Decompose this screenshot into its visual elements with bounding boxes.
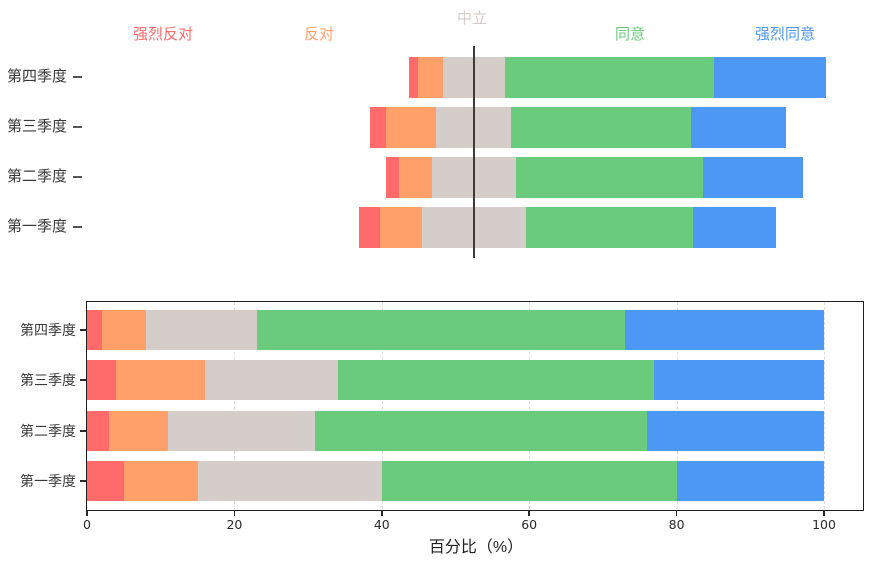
stacked-bar-q1 [87,461,824,501]
segment-q4-strongly-agree [713,56,827,98]
gridline-40 [381,302,383,509]
segment-bottom-q3-strongly-disagree [87,360,117,400]
plot-frame [86,301,864,511]
gridline-80 [676,302,678,509]
xtick-label-20: 20 [226,517,243,532]
diverging-stacked-chart: 强烈反对 反对 中立 同意 强烈同意 第四季度 第三季度 第二季度 第一季度 [0,0,871,280]
xtick-mark-40 [381,510,383,516]
stacked-bar-q2 [87,411,824,451]
xtick-label-80: 80 [668,517,685,532]
segment-q3-disagree [386,106,437,148]
top-ytick-label-q4: 第四季度 [6,68,67,85]
xtick-mark-80 [675,510,678,516]
top-ytick-mark [73,226,82,228]
segment-bottom-q3-strongly-agree [654,360,824,400]
legend-disagree: 反对 [303,26,334,43]
x-axis-title: 百分比（%） [428,539,524,556]
top-ytick-label-q2: 第二季度 [6,168,67,185]
legend-agree: 同意 [614,26,645,43]
bottom-ytick-mark-q3 [80,379,87,381]
segment-q2-disagree [398,156,433,198]
xtick-label-100: 100 [812,517,836,532]
top-ytick-label-q1: 第一季度 [6,218,67,235]
segment-q1-agree [526,206,693,248]
segment-bottom-q3-disagree [116,360,205,400]
segment-q3-strongly-disagree [369,106,387,148]
segment-bottom-q3-agree [337,360,655,400]
top-ytick-label-q3: 第三季度 [6,118,67,135]
neutral-center-line [473,46,475,258]
legend-strongly-disagree: 强烈反对 [132,26,193,43]
segment-bottom-q2-agree [315,411,648,451]
segment-q2-strongly-disagree [386,156,399,198]
gridline-100 [824,302,825,509]
bottom-ytick-mark-q4 [80,329,87,331]
bottom-ytick-mark-q1 [80,480,87,482]
bottom-ytick-label-q3: 第三季度 [20,372,76,388]
segment-bottom-q3-neutral [204,360,338,400]
xtick-label-0: 0 [83,517,91,532]
segment-bottom-q1-neutral [197,461,382,501]
xtick-mark-60 [528,510,530,516]
segment-q1-strongly-agree [692,206,777,248]
segment-bottom-q4-neutral [145,310,257,350]
xtick-mark-20 [233,510,236,516]
segment-q2-agree [515,156,704,198]
gridline-60 [529,302,531,509]
legend-neutral: 中立 [456,10,487,27]
segment-bottom-q2-strongly-disagree [87,411,110,451]
bottom-ytick-label-q2: 第二季度 [20,423,76,439]
segment-q1-disagree [380,206,422,248]
segment-bottom-q1-strongly-disagree [87,461,124,501]
segment-q3-strongly-agree [690,106,787,148]
segment-q2-strongly-agree [703,156,804,198]
segment-bottom-q2-strongly-agree [647,411,824,451]
top-ytick-mark [73,176,82,178]
segment-bottom-q1-strongly-agree [676,461,824,501]
segment-bottom-q4-agree [256,310,625,350]
segment-bottom-q4-strongly-agree [625,310,824,350]
segment-bottom-q2-disagree [109,411,169,451]
segment-q3-agree [511,106,691,148]
segment-bottom-q2-neutral [168,411,316,451]
top-bars-layer [0,0,871,280]
bottom-ytick-mark-q2 [80,430,87,432]
segment-bottom-q1-disagree [123,461,198,501]
xtick-label-60: 60 [521,517,538,532]
diverging-bar-q4 [409,56,827,98]
xtick-label-40: 40 [373,517,390,532]
xtick-mark-100 [823,510,825,516]
stacked-percentage-chart: 第四季度 第三季度 第二季度 第一季度 0 20 40 60 80 100 百分比（%） [0,280,871,566]
segment-bottom-q4-disagree [101,310,146,350]
bottom-ytick-label-q4: 第四季度 [20,322,76,338]
segment-bottom-q4-strongly-disagree [87,310,102,350]
diverging-bar-q3 [369,106,787,148]
segment-q4-strongly-disagree [409,56,418,98]
xtick-mark-0 [86,510,88,516]
segment-q4-agree [505,56,714,98]
stacked-bar-q3 [87,360,824,400]
segment-q4-disagree [417,56,443,98]
legend-strongly-agree: 强烈同意 [754,26,815,43]
bottom-ytick-label-q1: 第一季度 [20,473,76,489]
segment-q1-strongly-disagree [359,206,381,248]
diverging-bar-q2 [386,156,804,198]
top-ytick-mark [73,76,82,78]
gridline-20 [234,302,236,509]
stacked-bar-q4 [87,310,824,350]
diverging-bar-q1 [359,206,777,248]
segment-bottom-q1-agree [381,461,677,501]
top-ytick-mark [73,126,82,128]
